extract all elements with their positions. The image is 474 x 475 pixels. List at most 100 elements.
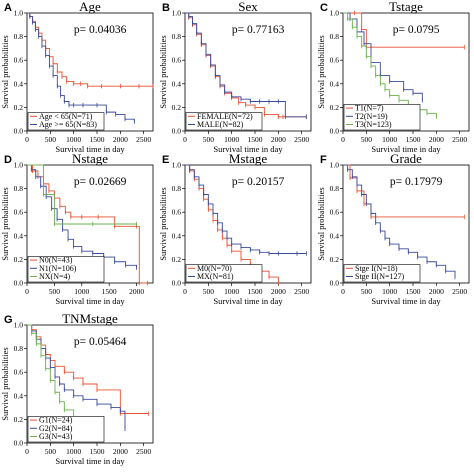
y-tick-label: 0.0 [14, 279, 24, 288]
x-tick-label: 500 [45, 447, 57, 456]
y-tick-label: 0.2 [14, 415, 24, 424]
y-tick-label: 0.0 [14, 439, 24, 448]
x-tick-label: 0 [25, 447, 29, 456]
x-tick-label: 500 [203, 135, 215, 144]
y-tick-label: 0.2 [14, 103, 24, 112]
x-axis-label: Survival time in day [213, 296, 283, 306]
y-tick-label: 1.0 [14, 321, 24, 330]
legend-label: Age < 65(N=71) [39, 112, 93, 121]
x-tick-label: 1000 [224, 287, 239, 296]
legend-box [27, 112, 105, 131]
y-tick-label: 0.2 [172, 103, 182, 112]
y-tick-label: 1.0 [330, 161, 340, 170]
x-axis-label: Survival time in day [55, 296, 125, 306]
p-value: p= 0.05464 [74, 336, 127, 348]
plot-frame [184, 12, 312, 132]
y-tick-label: 0.4 [330, 231, 340, 240]
y-axis-label: Survival probabilities [0, 187, 10, 260]
y-tick-label: 0.2 [14, 255, 24, 264]
y-axis-label: Survival probabilities [158, 35, 168, 108]
x-tick-label: 1500 [406, 287, 421, 296]
y-axis-label: Survival probabilities [316, 35, 326, 108]
plot-frame [26, 164, 154, 284]
y-tick-label: 0.0 [172, 127, 182, 136]
panel-title: TNMstage [62, 311, 118, 326]
plot-frame [342, 164, 470, 284]
x-tick-label: 1500 [102, 287, 117, 296]
panel-letter: B [162, 2, 170, 14]
y-tick-label: 0.0 [330, 127, 340, 136]
y-tick-label: 0.6 [14, 56, 24, 65]
legend-box [185, 264, 263, 283]
legend-label: G1(N=24) [39, 416, 73, 425]
x-tick-label: 1000 [74, 287, 89, 296]
y-tick-label: 0.0 [172, 279, 182, 288]
y-tick-label: 0.8 [172, 184, 182, 193]
y-axis-label: Survival probabilities [0, 347, 10, 420]
x-tick-label: 1500 [406, 135, 421, 144]
legend-box [27, 256, 105, 283]
y-tick-label: 1.0 [14, 161, 24, 170]
legend-label: Stge II(N=127) [355, 272, 405, 281]
y-axis-label: Survival probabilities [316, 187, 326, 260]
y-tick-label: 0.4 [330, 79, 340, 88]
y-tick-label: 0.6 [14, 368, 24, 377]
x-tick-label: 2500 [294, 287, 309, 296]
y-tick-label: 1.0 [172, 9, 182, 18]
y-tick-label: 0.8 [172, 32, 182, 41]
x-axis-label: Survival time in day [55, 144, 125, 154]
x-tick-label: 2500 [294, 135, 309, 144]
p-value: p= 0.20157 [232, 176, 285, 188]
x-tick-label: 1500 [248, 135, 263, 144]
panel-title: Nstage [72, 151, 108, 166]
panel-letter: F [320, 154, 327, 166]
y-tick-label: 0.8 [14, 344, 24, 353]
panel-title: Grade [390, 151, 422, 166]
y-axis-label: Survival probabilities [158, 187, 168, 260]
legend-label: N1(N=106) [39, 264, 77, 273]
x-tick-label: 1000 [382, 287, 397, 296]
legend-label: NX(N=4) [39, 272, 71, 281]
legend-label: MX(N=81) [197, 272, 234, 281]
survival-curve-1 [343, 164, 465, 218]
x-tick-label: 1000 [66, 135, 81, 144]
x-tick-label: 2000 [429, 135, 444, 144]
x-tick-label: 1500 [90, 447, 105, 456]
y-tick-label: 0.2 [330, 103, 340, 112]
plot-frame [184, 164, 312, 284]
y-tick-label: 0.4 [14, 79, 24, 88]
panel-title: Tstage [389, 0, 423, 14]
x-axis-label: Survival time in day [55, 456, 125, 466]
x-tick-label: 1000 [382, 135, 397, 144]
p-value: p= 0.77163 [232, 24, 285, 36]
x-tick-label: 0 [183, 135, 187, 144]
plot-frame [26, 12, 154, 132]
p-value: p= 0.0795 [393, 24, 440, 36]
x-tick-label: 500 [361, 135, 373, 144]
km-panel-a: A Age 0.0 0.2 0.4 0.6 0.8 1.0 0 500 1000 1500 2000 25… [0, 0, 154, 154]
y-tick-label: 0.4 [172, 231, 182, 240]
x-tick-label: 0 [183, 287, 187, 296]
y-tick-label: 0.8 [330, 32, 340, 41]
x-tick-label: 1000 [66, 447, 81, 456]
legend-label: Age >= 65(N=83) [39, 120, 97, 129]
legend-label: MALE(N=82) [197, 120, 244, 129]
x-tick-label: 0 [25, 287, 29, 296]
x-tick-label: 500 [361, 287, 373, 296]
y-tick-label: 0.8 [14, 184, 24, 193]
y-tick-label: 0.2 [172, 255, 182, 264]
x-tick-label: 2500 [452, 135, 467, 144]
legend-label: N0(N=43) [39, 256, 73, 265]
y-tick-label: 0.6 [172, 208, 182, 217]
y-tick-label: 0.8 [330, 184, 340, 193]
y-tick-label: 0.6 [14, 208, 24, 217]
legend-label: T2(N=19) [355, 112, 388, 121]
km-panel-f: F Grade 0.0 0.2 0.4 0.6 0.8 1.0 0 500 1000 1500 2000… [316, 151, 470, 306]
legend-box [343, 104, 421, 131]
y-tick-label: 1.0 [330, 9, 340, 18]
panel-title: Sex [238, 0, 258, 14]
y-tick-label: 0.4 [172, 79, 182, 88]
survival-curve-2 [343, 164, 456, 278]
panel-title: Mstage [229, 151, 268, 166]
